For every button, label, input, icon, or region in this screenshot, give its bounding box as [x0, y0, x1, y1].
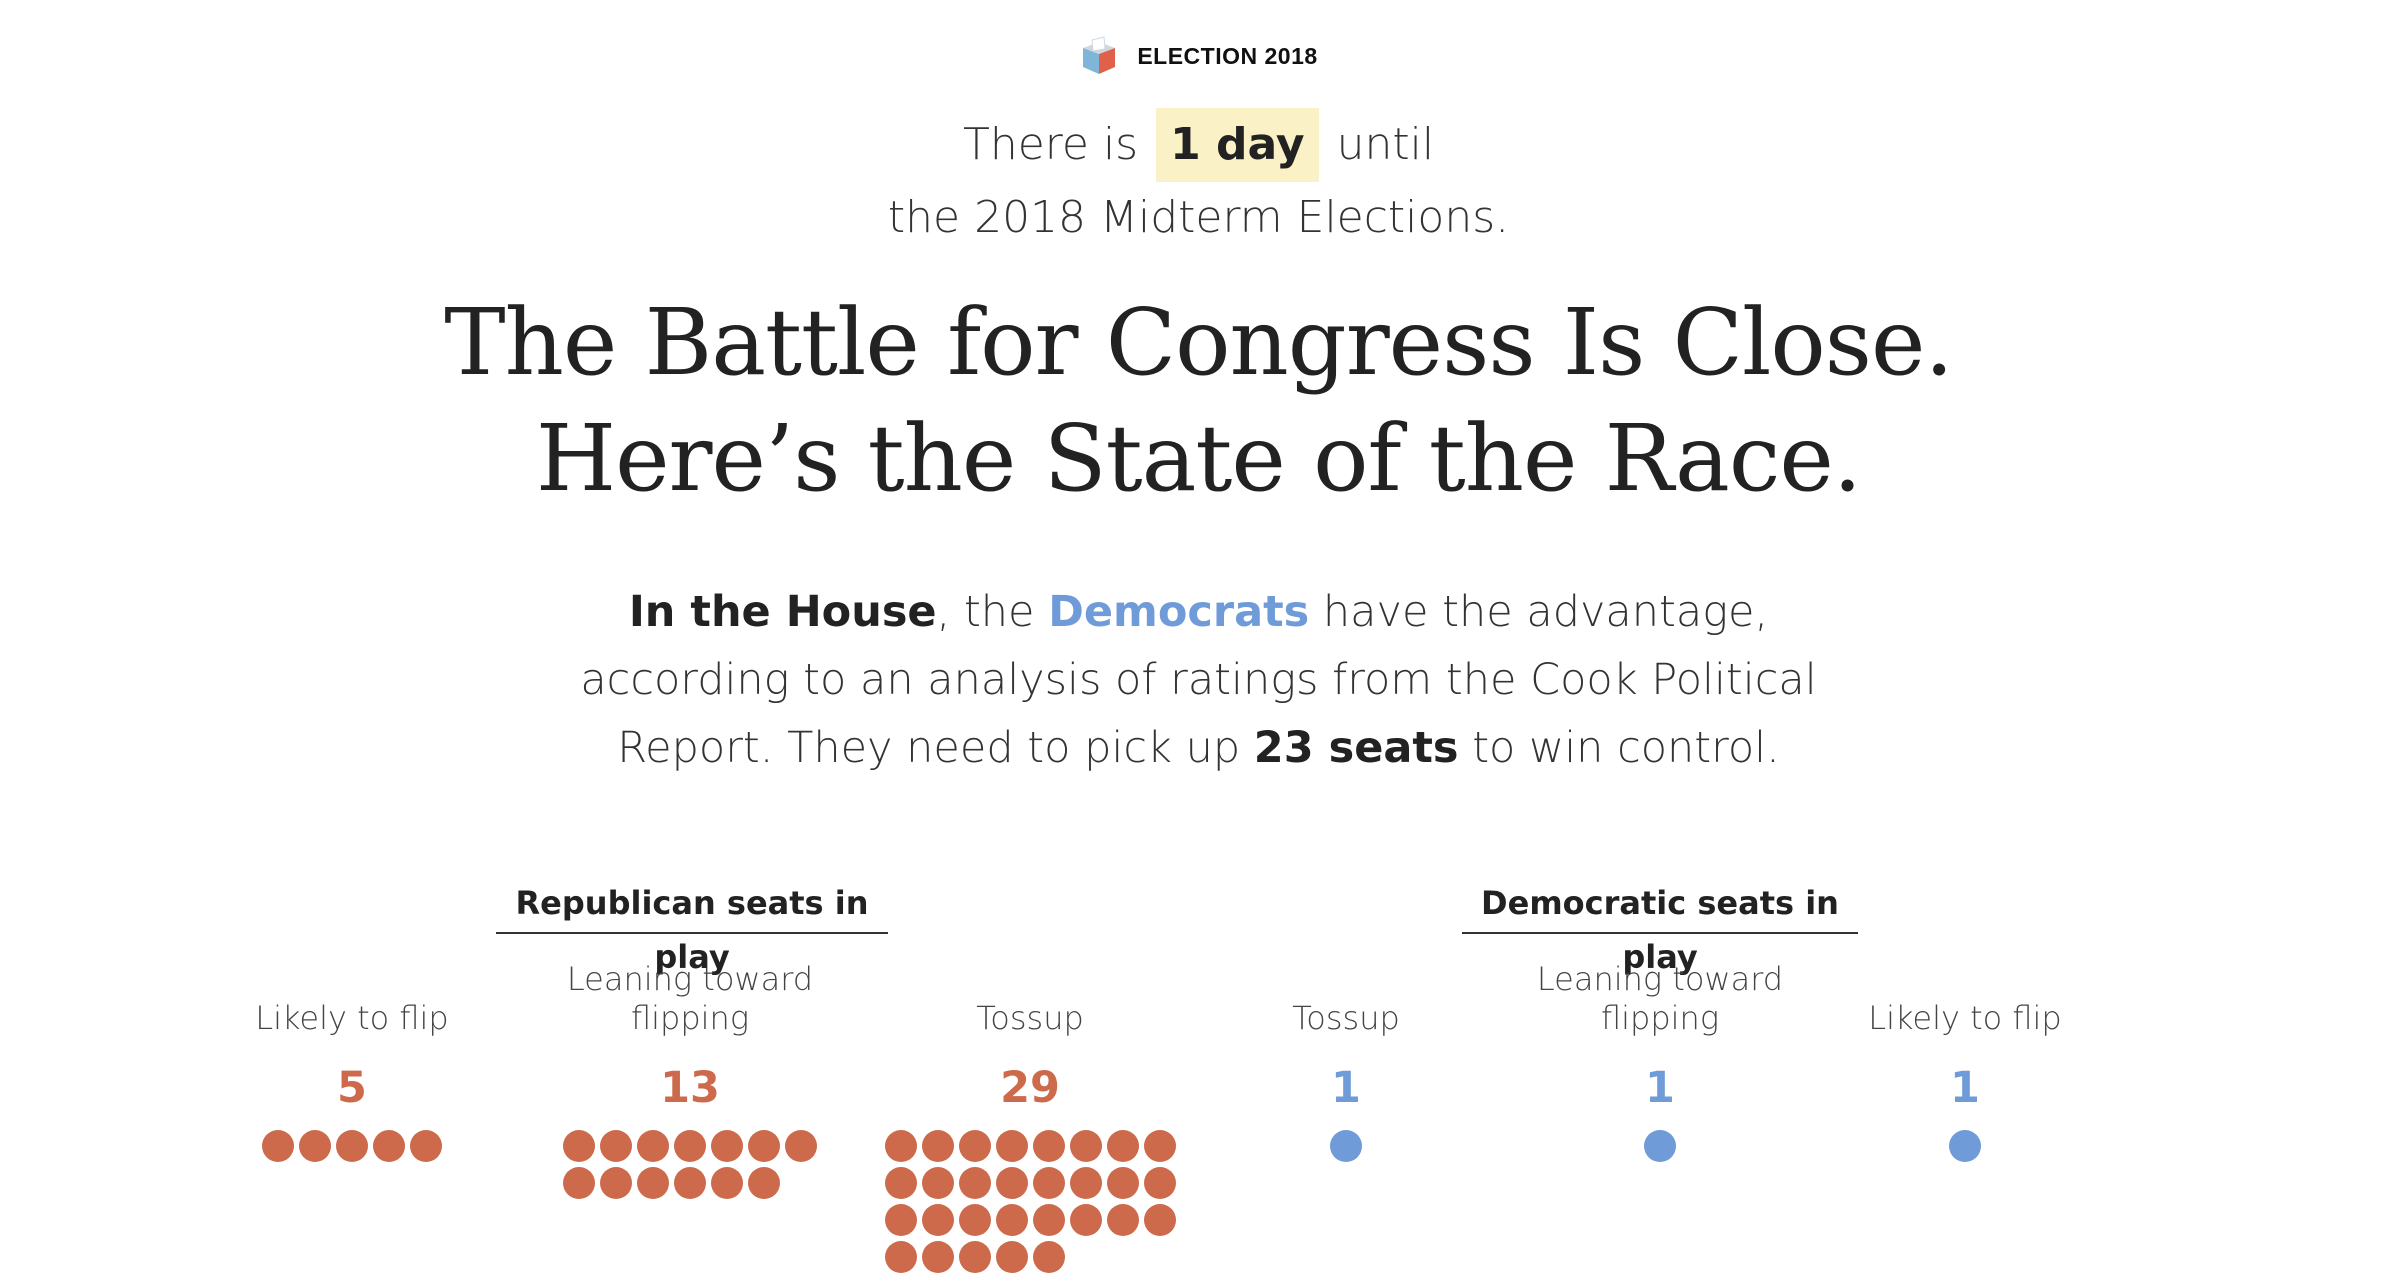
column-label: Likely to flip [255, 999, 449, 1037]
seat-dot[interactable] [372, 1130, 405, 1162]
seat-dot[interactable] [995, 1130, 1028, 1162]
seat-dot[interactable] [958, 1241, 991, 1273]
seat-dot[interactable] [674, 1130, 706, 1162]
column-label: Tossup [976, 999, 1084, 1037]
seat-dot[interactable] [995, 1241, 1028, 1273]
seat-dots [1949, 1130, 1981, 1162]
seat-dot[interactable] [1069, 1167, 1102, 1199]
column-label: Tossup [1292, 999, 1400, 1037]
seat-dots [884, 1130, 1176, 1273]
seat-dot[interactable] [711, 1130, 743, 1162]
page-headline: The Battle for Congress Is Close. Here’s… [0, 285, 2397, 517]
seat-dots [1330, 1130, 1362, 1162]
seat-dot[interactable] [1330, 1130, 1362, 1162]
column-label: Likely to flip [1868, 999, 2062, 1037]
column-count: 13 [660, 1063, 720, 1113]
seat-dot[interactable] [884, 1241, 917, 1273]
seat-dot[interactable] [600, 1130, 632, 1162]
days-remaining-badge: 1 day [1156, 108, 1319, 182]
republican-group-title: Republican seats in play [496, 876, 888, 976]
seat-dot[interactable] [1106, 1204, 1139, 1236]
seat-dot[interactable] [1032, 1204, 1065, 1236]
seat-dot[interactable] [711, 1167, 743, 1199]
seat-dot[interactable] [995, 1167, 1028, 1199]
seat-dot[interactable] [563, 1167, 595, 1199]
column-label: Leaning toward flipping [1536, 960, 1784, 1037]
seat-dot[interactable] [958, 1167, 991, 1199]
seat-dot[interactable] [958, 1204, 991, 1236]
summary-text-2: have the advantage, according to an anal… [580, 587, 1817, 773]
dem-tossup-column: Tossup 1 [1246, 960, 1446, 1162]
seat-dot[interactable] [563, 1130, 595, 1162]
headline-line1: The Battle for Congress Is Close. [444, 289, 1953, 396]
dem-leaning-column: Leaning toward flipping 1 [1510, 960, 1810, 1162]
seat-dot[interactable] [1143, 1204, 1176, 1236]
seat-dot[interactable] [600, 1167, 632, 1199]
column-count: 1 [1331, 1063, 1361, 1113]
seat-dot[interactable] [409, 1130, 442, 1162]
seat-dot[interactable] [1644, 1130, 1676, 1162]
kicker-label[interactable]: ELECTION 2018 [1137, 42, 1318, 69]
countdown-line2: the 2018 Midterm Elections. [887, 192, 1510, 243]
democratic-group-title: Democratic seats in play [1462, 876, 1858, 976]
countdown-prefix: There is [962, 119, 1139, 170]
column-label: Leaning toward flipping [566, 960, 814, 1037]
summary-text-1: , the [936, 587, 1049, 637]
rep-tossup-column: Tossup 29 [870, 960, 1190, 1273]
seat-dot[interactable] [1143, 1130, 1176, 1162]
seat-dots [261, 1130, 443, 1162]
rep-leaning-column: Leaning toward flipping 13 [540, 960, 840, 1199]
seat-dot[interactable] [261, 1130, 294, 1162]
column-count: 1 [1950, 1063, 1980, 1113]
summary-text-3: to win control. [1458, 723, 1780, 773]
seat-dot[interactable] [1032, 1241, 1065, 1273]
seat-dot[interactable] [884, 1167, 917, 1199]
seat-dot[interactable] [1069, 1204, 1102, 1236]
seat-dot[interactable] [921, 1204, 954, 1236]
dem-likely-column: Likely to flip 1 [1840, 960, 2090, 1162]
summary-house: In the House [628, 587, 937, 637]
rep-likely-column: Likely to flip 5 [232, 960, 472, 1162]
seat-dots [1644, 1130, 1676, 1162]
summary-party: Democrats [1048, 587, 1310, 637]
seat-dot[interactable] [884, 1204, 917, 1236]
seat-dot[interactable] [921, 1167, 954, 1199]
seat-dot[interactable] [298, 1130, 331, 1162]
seat-dot[interactable] [1106, 1130, 1139, 1162]
seat-dot[interactable] [1143, 1167, 1176, 1199]
seat-dot[interactable] [637, 1167, 669, 1199]
seat-dot[interactable] [1106, 1167, 1139, 1199]
seat-dot[interactable] [785, 1130, 817, 1162]
seat-dot[interactable] [335, 1130, 368, 1162]
countdown: There is 1 day until the 2018 Midterm El… [0, 108, 2397, 254]
countdown-suffix: until [1336, 119, 1435, 170]
seat-dot[interactable] [1032, 1167, 1065, 1199]
seat-dot[interactable] [995, 1204, 1028, 1236]
ballot-box-icon [1083, 36, 1116, 74]
seat-dot[interactable] [921, 1130, 954, 1162]
seat-dot[interactable] [637, 1130, 669, 1162]
column-count: 29 [1000, 1063, 1060, 1113]
seat-dot[interactable] [1949, 1130, 1981, 1162]
seat-dots [563, 1130, 817, 1199]
section-kicker[interactable]: ELECTION 2018 [0, 36, 2397, 76]
seat-dot[interactable] [748, 1130, 780, 1162]
seat-dot[interactable] [1069, 1130, 1102, 1162]
headline-line2: Here’s the State of the Race. [535, 405, 1862, 512]
seat-dot[interactable] [1032, 1130, 1065, 1162]
seat-dot[interactable] [674, 1167, 706, 1199]
summary-paragraph: In the House, the Democrats have the adv… [520, 578, 1877, 782]
seat-dot[interactable] [884, 1130, 917, 1162]
column-count: 5 [337, 1063, 367, 1113]
summary-seats: 23 seats [1253, 723, 1459, 773]
seat-dot[interactable] [748, 1167, 780, 1199]
seat-dot[interactable] [958, 1130, 991, 1162]
column-count: 1 [1645, 1063, 1675, 1113]
seat-dot[interactable] [921, 1241, 954, 1273]
